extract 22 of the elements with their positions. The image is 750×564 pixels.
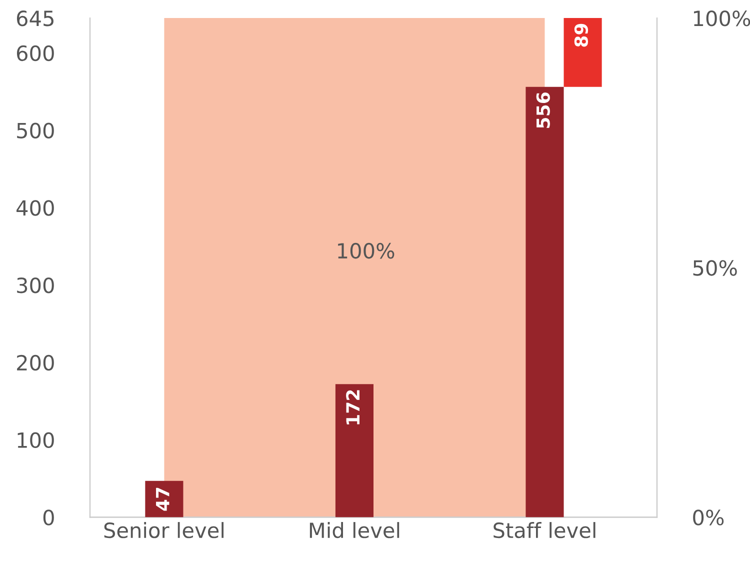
x-tick-label: Mid level	[310, 522, 400, 538]
y2-tick-label: 0%	[693, 510, 724, 526]
y2-tick-label: 100%	[694, 10, 750, 26]
y-tick-label: 645	[16, 10, 54, 26]
x-tick-label: Staff level	[494, 522, 596, 538]
data-label: 556	[536, 92, 550, 128]
y-tick-label: 600	[16, 45, 54, 62]
bar	[564, 18, 602, 87]
data-label: 172	[346, 390, 360, 424]
bar	[335, 384, 374, 518]
y-tick-label: 300	[17, 277, 54, 294]
y2-tick-label: 50%	[693, 260, 737, 276]
x-tick-label: Senior level	[104, 522, 224, 538]
y-tick-label: 100	[18, 432, 54, 448]
y-tick-label: 0	[43, 510, 54, 526]
data-label: 89	[574, 24, 588, 47]
y-tick-label: 200	[17, 354, 54, 371]
bar	[526, 86, 564, 518]
y-tick-label: 500	[17, 122, 54, 138]
data-label: 47	[156, 488, 170, 511]
annotation: 100%	[338, 242, 394, 259]
y-tick-label: 400	[16, 200, 54, 216]
